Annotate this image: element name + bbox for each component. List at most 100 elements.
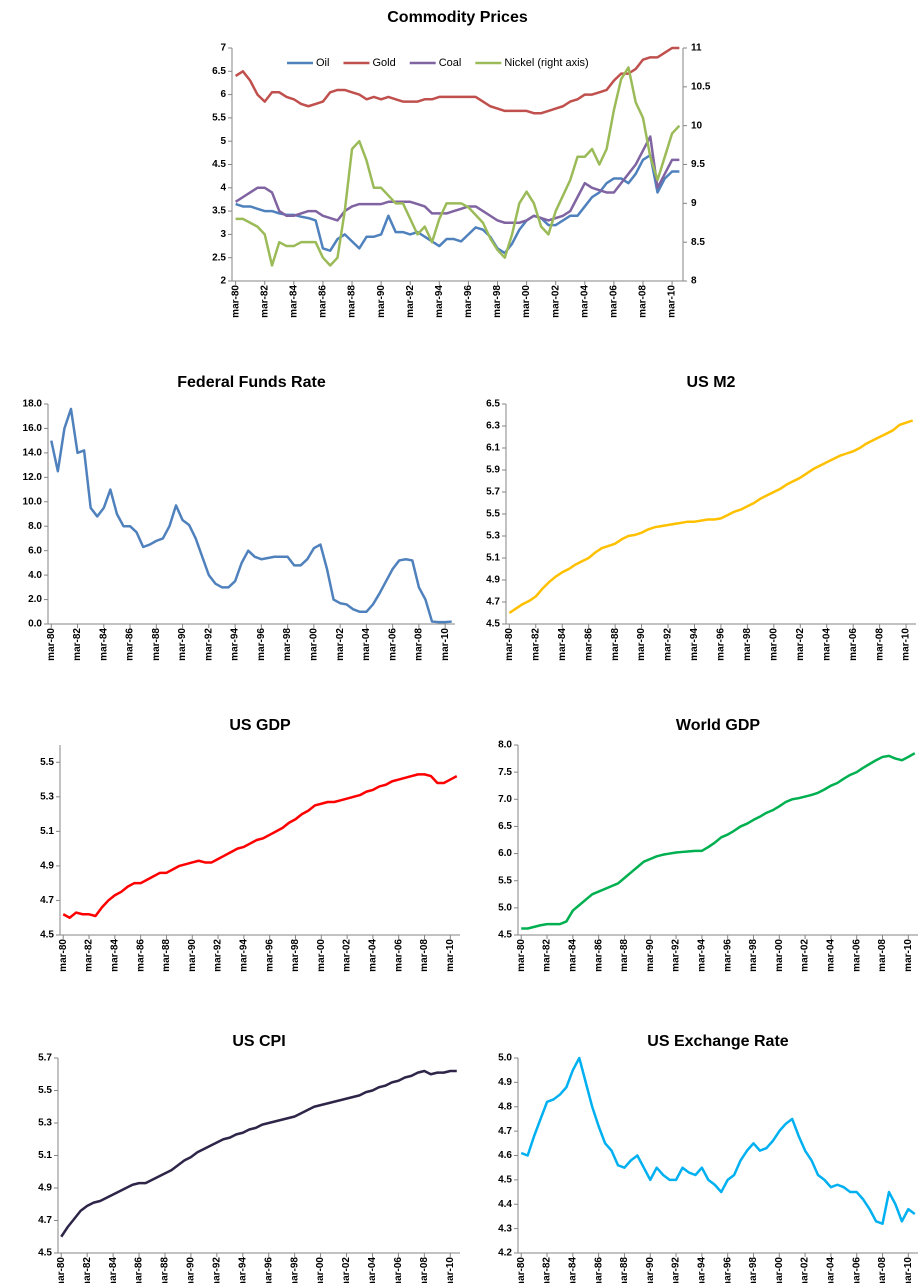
data-line — [235, 66, 681, 267]
x-tick-label: mar-80 — [230, 285, 241, 318]
x-tick-label: mar-08 — [874, 628, 885, 661]
data-line — [60, 1069, 457, 1238]
x-tick-label: mar-06 — [393, 939, 404, 972]
x-tick-label: mar-04 — [368, 939, 379, 972]
y-tick-label: 6 — [220, 89, 226, 100]
legend-label: Gold — [372, 57, 395, 69]
x-tick-label: mar-84 — [108, 1257, 119, 1283]
y-tick-label: 4.5 — [498, 1175, 512, 1186]
x-tick-label: mar-04 — [367, 1257, 378, 1283]
y-tick-label: 7.0 — [498, 794, 512, 805]
x-tick-label: mar-96 — [463, 285, 474, 318]
chart-title: Commodity Prices — [387, 9, 528, 26]
y2-tick-label: 8.5 — [691, 237, 705, 248]
x-tick-label: mar-06 — [851, 939, 862, 972]
x-tick-label: mar-92 — [213, 939, 224, 972]
y-tick-label: 4.5 — [38, 1248, 52, 1259]
x-tick-label: mar-98 — [289, 1257, 300, 1283]
x-tick-label: mar-82 — [259, 285, 270, 318]
y-tick-label: 5.7 — [486, 487, 500, 498]
y-tick-label: 5.5 — [212, 113, 226, 124]
y-tick-label: 4.6 — [498, 1150, 512, 1161]
y-tick-label: 0.0 — [28, 619, 42, 630]
y-tick-label: 3 — [220, 229, 226, 240]
x-tick-label: mar-06 — [609, 285, 620, 318]
x-tick-label: mar-86 — [318, 285, 329, 318]
x-tick-label: mar-88 — [619, 1257, 630, 1283]
x-tick-label: mar-84 — [557, 628, 568, 661]
x-tick-label: mar-82 — [530, 628, 541, 661]
y-tick-label: 5.1 — [486, 553, 500, 564]
data-line — [234, 135, 680, 224]
y-tick-label: 7.5 — [498, 767, 512, 778]
x-tick-label: mar-90 — [636, 628, 647, 661]
x-tick-label: mar-90 — [187, 939, 198, 972]
x-tick-label: mar-06 — [393, 1257, 404, 1283]
y-tick-label: 5 — [220, 136, 226, 147]
x-tick-label: mar-90 — [186, 1257, 197, 1283]
x-tick-label: mar-92 — [671, 939, 682, 972]
x-tick-label: mar-86 — [583, 628, 594, 661]
x-tick-label: mar-80 — [56, 1257, 67, 1283]
y-tick-label: 14.0 — [23, 448, 43, 459]
y-tick-label: 5.5 — [40, 757, 54, 768]
x-tick-label: mar-08 — [877, 939, 888, 972]
y-tick-label: 5.3 — [38, 1118, 52, 1129]
x-tick-label: mar-00 — [768, 628, 779, 661]
y-tick-label: 6.3 — [486, 421, 500, 432]
data-line — [521, 752, 916, 930]
y-tick-label: 4.8 — [498, 1101, 512, 1112]
x-tick-label: mar-88 — [619, 939, 630, 972]
x-tick-label: mar-88 — [161, 939, 172, 972]
x-tick-label: mar-84 — [288, 285, 299, 318]
x-tick-label: mar-86 — [593, 1257, 604, 1283]
x-tick-label: mar-88 — [610, 628, 621, 661]
x-tick-label: mar-04 — [826, 1257, 837, 1283]
x-tick-label: mar-06 — [848, 628, 859, 661]
y-tick-label: 4.9 — [38, 1183, 52, 1194]
x-tick-label: mar-94 — [697, 1257, 708, 1283]
y-tick-label: 4.4 — [498, 1199, 512, 1210]
legend-label: Coal — [439, 57, 462, 69]
data-line — [234, 46, 680, 115]
x-tick-label: mar-96 — [263, 1257, 274, 1283]
x-tick-label: mar-06 — [851, 1257, 862, 1283]
x-tick-label: mar-00 — [316, 939, 327, 972]
x-tick-label: mar-96 — [722, 939, 733, 972]
y-tick-label: 6.5 — [486, 399, 500, 410]
chart-title: World GDP — [676, 717, 760, 734]
x-tick-label: mar-92 — [203, 628, 214, 661]
x-tick-label: mar-84 — [567, 1257, 578, 1283]
x-tick-label: mar-80 — [516, 939, 527, 972]
x-tick-label: mar-00 — [521, 285, 532, 318]
y-tick-label: 2 — [220, 276, 226, 287]
x-tick-label: mar-96 — [722, 1257, 733, 1283]
y-tick-label: 8.0 — [28, 521, 42, 532]
x-tick-label: mar-10 — [901, 628, 912, 661]
x-tick-label: mar-84 — [98, 628, 109, 661]
x-tick-label: mar-92 — [671, 1257, 682, 1283]
x-tick-label: mar-06 — [387, 628, 398, 661]
y-tick-label: 5.3 — [486, 531, 500, 542]
x-tick-label: mar-90 — [645, 1257, 656, 1283]
x-tick-label: mar-84 — [109, 939, 120, 972]
x-tick-label: mar-88 — [160, 1257, 171, 1283]
x-tick-label: mar-92 — [211, 1257, 222, 1283]
y-tick-label: 5.3 — [40, 791, 54, 802]
x-tick-label: mar-86 — [125, 628, 136, 661]
y-tick-label: 2.0 — [28, 594, 42, 605]
y-tick-label: 6.0 — [28, 545, 42, 556]
x-tick-label: mar-88 — [347, 285, 358, 318]
x-tick-label: mar-82 — [542, 939, 553, 972]
data-line — [235, 153, 680, 255]
y-tick-label: 4.7 — [38, 1215, 52, 1226]
x-tick-label: mar-94 — [697, 939, 708, 972]
y-tick-label: 4 — [220, 182, 226, 193]
x-tick-label: mar-08 — [638, 285, 649, 318]
x-tick-label: mar-92 — [405, 285, 416, 318]
x-tick-label: mar-02 — [795, 628, 806, 661]
x-tick-label: mar-94 — [689, 628, 700, 661]
x-tick-label: mar-10 — [667, 285, 678, 318]
y2-tick-label: 9.5 — [691, 159, 705, 170]
x-tick-label: mar-04 — [579, 285, 590, 318]
